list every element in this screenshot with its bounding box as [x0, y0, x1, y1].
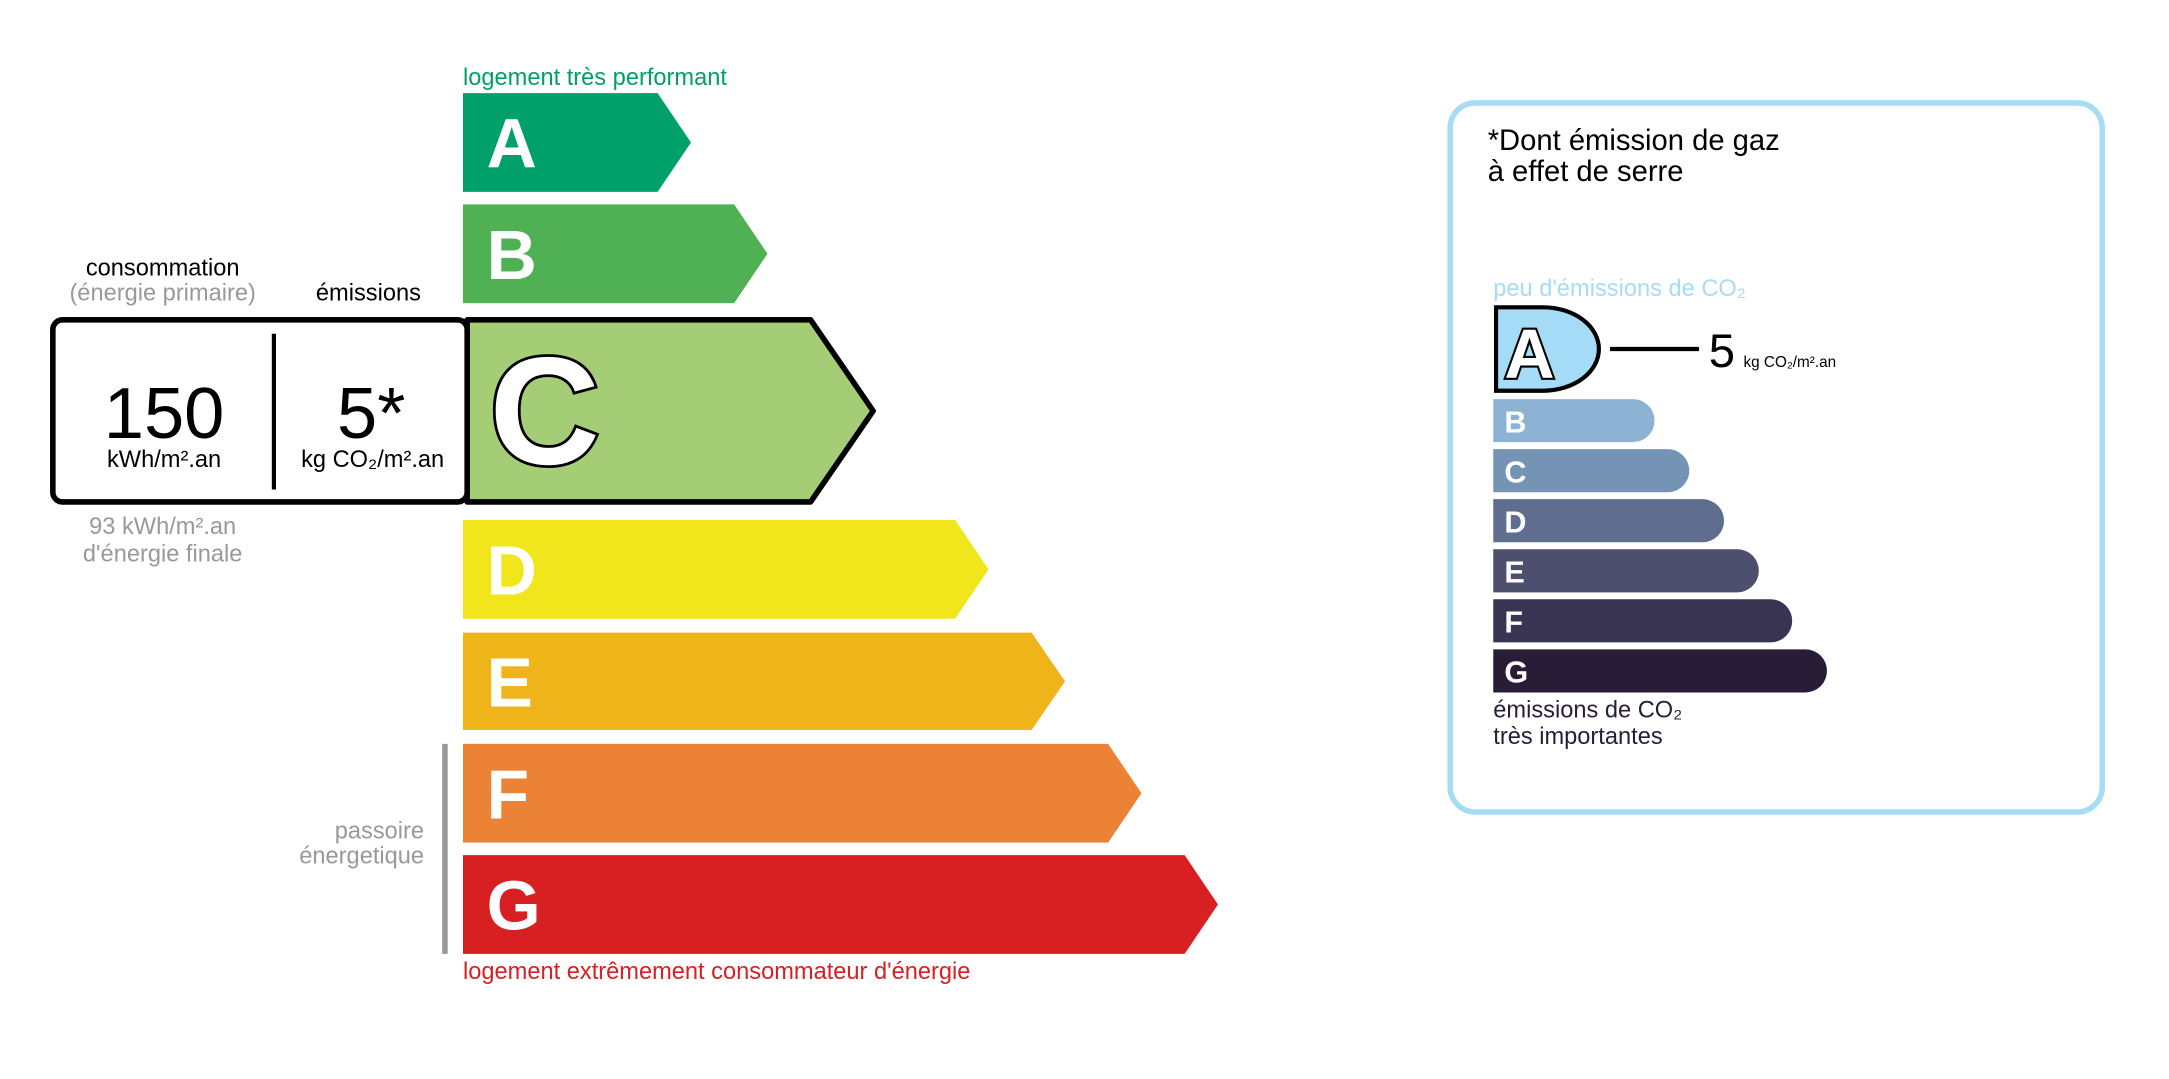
- ges-class-g: G: [1493, 649, 1827, 693]
- ges-value: 5: [1709, 325, 1735, 378]
- ges-class-c: C: [1493, 449, 1690, 493]
- ges-class-letter: B: [1504, 405, 1526, 439]
- energy-class-letter: F: [487, 755, 529, 833]
- energy-class-g: G: [462, 855, 1218, 954]
- ges-bar: [1493, 499, 1725, 543]
- energy-arrow: [462, 204, 768, 304]
- ges-bottom-label-2: très importantes: [1493, 724, 1662, 750]
- ges-class-letter: C: [1504, 455, 1526, 489]
- energy-class-letter: B: [487, 216, 537, 294]
- ges-unit: kg CO₂/m².an: [1744, 354, 1837, 371]
- energy-arrow: [462, 93, 692, 192]
- ges-bar: [1493, 549, 1759, 593]
- ges-class-f: F: [1493, 599, 1793, 643]
- consumption-sub: (énergie primaire): [69, 280, 255, 306]
- energy-class-letter: G: [487, 867, 541, 945]
- emissions-header: émissions: [316, 280, 421, 306]
- ges-class-letter: D: [1504, 506, 1526, 540]
- ges-class-e: E: [1493, 549, 1759, 593]
- ges-bottom-label-1: émissions de CO₂: [1493, 697, 1682, 723]
- energy-bottom-label: logement extrêmement consommateur d'éner…: [463, 959, 970, 985]
- energy-class-d: D: [462, 520, 989, 619]
- energy-class-e: E: [462, 632, 1066, 730]
- energy-class-letter: C: [489, 327, 599, 497]
- ges-class-letter: E: [1504, 556, 1524, 590]
- emissions-value: 5*: [337, 374, 405, 454]
- ges-class-letter: G: [1504, 656, 1528, 690]
- ges-class-letter: A: [1504, 315, 1554, 393]
- energy-top-label: logement très performant: [463, 65, 727, 91]
- energy-class-letter: D: [487, 531, 537, 609]
- final-energy-label: d'énergie finale: [83, 542, 243, 568]
- ges-class-d: D: [1493, 499, 1725, 543]
- consumption-value: 150: [104, 374, 225, 454]
- energy-class-a: A: [462, 93, 692, 192]
- consumption-header: consommation: [86, 255, 240, 281]
- ges-bar: [1493, 399, 1655, 443]
- consumption-unit: kWh/m².an: [107, 447, 221, 473]
- passoire-label-1: passoire: [335, 818, 424, 844]
- energy-class-letter: A: [487, 105, 537, 183]
- ges-top-label: peu d'émissions de CO₂: [1493, 276, 1746, 302]
- energy-arrow: [462, 520, 989, 619]
- passoire-label-2: énergetique: [299, 843, 424, 869]
- energy-arrow: [462, 855, 1218, 954]
- ges-bar: [1493, 649, 1827, 693]
- ges-bar: [1493, 305, 1601, 393]
- ges-class-letter: F: [1504, 606, 1523, 640]
- final-energy-value: 93 kWh/m².an: [89, 514, 236, 540]
- ges-class-b: B: [1493, 399, 1655, 443]
- ges-bar: [1493, 599, 1793, 643]
- ges-bar: [1493, 449, 1690, 493]
- ges-title-1: *Dont émission de gaz: [1488, 125, 1780, 157]
- energy-class-f: F: [462, 743, 1142, 843]
- energy-arrow: [462, 743, 1142, 843]
- energy-arrow: [462, 632, 1066, 730]
- value-box: [50, 317, 470, 505]
- ges-class-a: A: [1493, 305, 1601, 395]
- energy-class-c: C: [464, 317, 876, 505]
- energy-class-letter: E: [487, 643, 533, 721]
- ges-title-2: à effet de serre: [1488, 156, 1684, 188]
- emissions-unit: kg CO₂/m².an: [301, 447, 444, 473]
- energy-class-b: B: [462, 204, 768, 304]
